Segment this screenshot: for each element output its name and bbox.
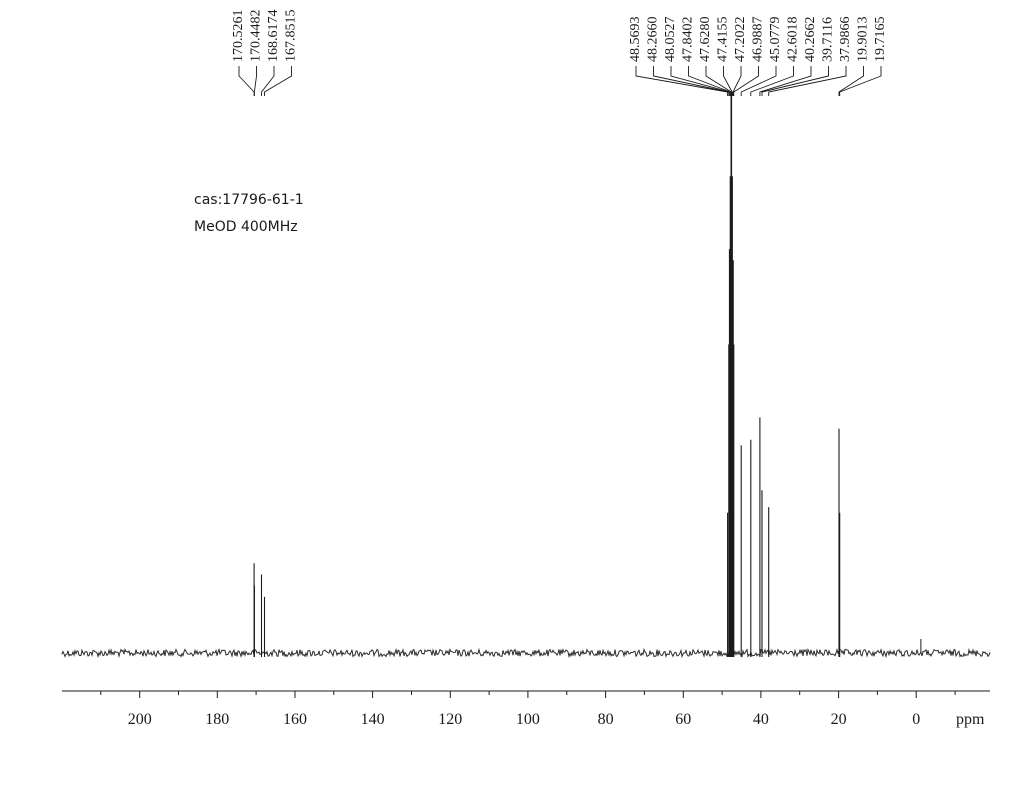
peak-leader-1-6 — [732, 66, 742, 96]
x-tick-label-80: 80 — [598, 711, 614, 728]
x-axis: 200 180 160 140 120 100 80 60 40 20 0 ppm — [62, 690, 990, 728]
peak-label-0-3: 167.8515 — [284, 10, 299, 63]
peak-leader-1-3 — [688, 66, 731, 96]
peak-leader-1-8 — [740, 66, 777, 96]
peak-leader-1-11 — [761, 66, 829, 96]
peak-leader-1-2 — [670, 66, 731, 96]
cas-number-annotation: cas:17796-61-1 — [194, 192, 304, 208]
peak-leader-0-0 — [238, 66, 255, 96]
peak-leader-1-0 — [635, 66, 729, 96]
peak-leader-1-1 — [653, 66, 730, 96]
peak-leader-1-13 — [838, 66, 864, 96]
peak-leader-1-5 — [723, 66, 733, 96]
peak-label-1-7: 46.9887 — [751, 17, 766, 63]
baseline-noise-trace — [61, 647, 991, 659]
x-tick-label-120: 120 — [438, 711, 462, 728]
peak-label-1-10: 40.2662 — [803, 17, 818, 63]
peak-label-1-13: 19.9013 — [856, 17, 871, 63]
peak-label-1-14: 19.7165 — [873, 17, 888, 63]
peak-leader-0-1 — [253, 66, 257, 96]
peak-leader-1-12 — [768, 66, 847, 96]
x-tick-label-180: 180 — [205, 711, 229, 728]
peak-label-0-1: 170.4482 — [249, 10, 264, 63]
peak-label-1-0: 48.5693 — [628, 17, 643, 63]
peak-label-0-2: 168.6174 — [266, 10, 281, 63]
x-tick-label-0: 0 — [912, 711, 920, 728]
x-axis-label: ppm — [956, 711, 985, 728]
x-tick-label-40: 40 — [753, 711, 769, 728]
peak-label-1-2: 48.0527 — [663, 17, 678, 63]
x-tick-label-100: 100 — [516, 711, 540, 728]
x-tick-label-200: 200 — [128, 711, 152, 728]
peak-label-1-11: 39.7116 — [821, 17, 836, 62]
peak-label-1-3: 47.8402 — [681, 17, 696, 63]
peak-leader-1-14 — [839, 66, 882, 96]
peak-label-1-8: 45.0779 — [768, 17, 783, 63]
peak-leader-1-7 — [733, 66, 759, 96]
peak-label-1-9: 42.6018 — [786, 17, 801, 63]
peak-labels-group: 170.5261 170.4482 168.6174 167.8515 48.5693 4… — [231, 10, 888, 96]
x-tick-label-60: 60 — [675, 711, 691, 728]
peak-label-1-6: 47.2022 — [733, 17, 748, 63]
peak-label-1-1: 48.2660 — [646, 17, 661, 63]
solvent-frequency-annotation: MeOD 400MHz — [194, 219, 298, 235]
peak-label-1-5: 47.4155 — [716, 17, 731, 63]
peak-leader-1-9 — [750, 66, 794, 96]
x-tick-label-140: 140 — [361, 711, 385, 728]
peak-leader-0-3 — [264, 66, 292, 96]
peak-leader-0-2 — [261, 66, 275, 96]
x-tick-label-160: 160 — [283, 711, 307, 728]
peak-leader-1-10 — [759, 66, 812, 96]
x-tick-label-20: 20 — [831, 711, 847, 728]
peaks-group — [253, 92, 922, 657]
peak-leader-1-4 — [705, 66, 732, 96]
peak-label-1-12: 37.9866 — [838, 17, 853, 63]
peak-label-1-4: 47.6280 — [698, 17, 713, 63]
peak-label-0-0: 170.5261 — [231, 10, 246, 63]
